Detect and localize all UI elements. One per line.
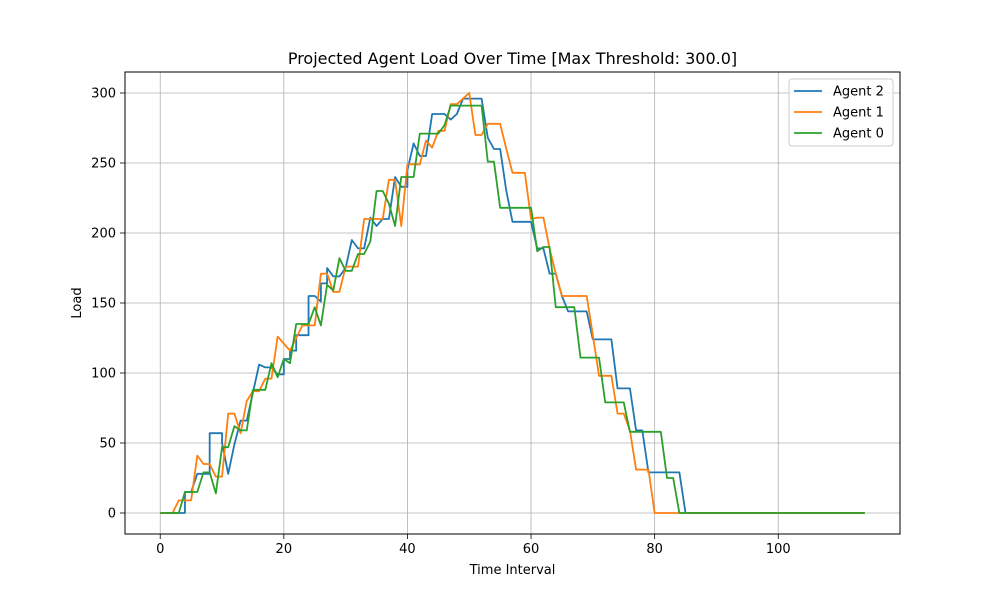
- legend-box: [788, 78, 894, 147]
- series-lines: [160, 92, 865, 514]
- series-line-agent-1: [160, 92, 865, 514]
- y-tick-label: 200: [91, 227, 116, 242]
- legend: Agent 2 Agent 1 Agent 0: [788, 78, 894, 147]
- y-tick-label: 150: [91, 297, 116, 312]
- x-tick-label: 60: [523, 542, 540, 557]
- series-line-agent-0: [160, 104, 865, 514]
- chart-title: Projected Agent Load Over Time [Max Thre…: [288, 49, 737, 68]
- y-tick-label: 50: [99, 437, 116, 452]
- legend-label: Agent 0: [833, 127, 884, 142]
- x-axis-label: Time Interval: [469, 563, 556, 578]
- y-tick-label: 250: [91, 157, 116, 172]
- x-tick-label: 0: [156, 542, 164, 557]
- x-tick-label: 80: [646, 542, 663, 557]
- y-tick-label: 0: [108, 507, 116, 522]
- legend-label: Agent 1: [833, 106, 884, 121]
- series-line-agent-2: [160, 97, 865, 514]
- legend-label: Agent 2: [833, 85, 884, 100]
- x-tick-label: 40: [399, 542, 416, 557]
- x-tick-label: 20: [276, 542, 293, 557]
- y-axis-label: Load: [70, 287, 85, 318]
- gridlines: [125, 72, 900, 534]
- axis-ticks: 0 20 40 60 80 100 0 50 100 150 200 250 300: [91, 87, 790, 558]
- x-tick-label: 100: [766, 542, 791, 557]
- y-tick-label: 100: [91, 367, 116, 382]
- y-tick-label: 300: [91, 87, 116, 102]
